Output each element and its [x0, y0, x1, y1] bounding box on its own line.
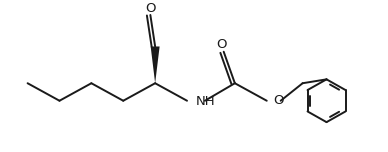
- Text: O: O: [145, 2, 156, 15]
- Polygon shape: [151, 47, 159, 83]
- Text: O: O: [274, 94, 284, 107]
- Text: NH: NH: [196, 95, 216, 108]
- Text: O: O: [217, 38, 227, 51]
